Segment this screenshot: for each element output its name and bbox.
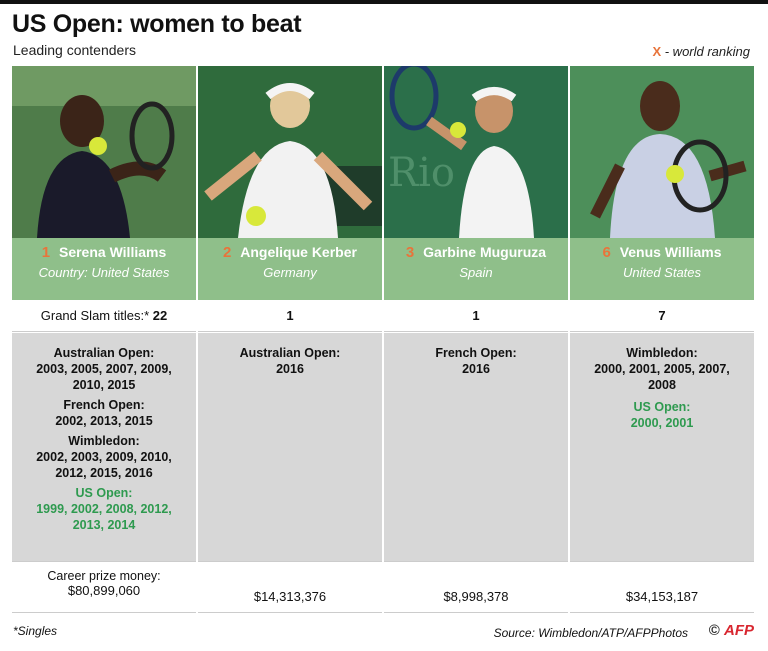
player-name: Angelique Kerber <box>240 244 357 260</box>
event-name: French Open: <box>63 398 145 412</box>
title-group: Australian Open: 2003, 2005, 2007, 2009,… <box>12 345 196 393</box>
slam-titles-row: 7 <box>570 300 754 332</box>
event-years: 2016 <box>462 362 490 376</box>
rank-number: 6 <box>602 244 611 261</box>
player-photo <box>570 66 754 238</box>
event-name: Wimbledon: <box>626 346 698 360</box>
event-name: US Open: <box>75 486 133 500</box>
page-title: US Open: women to beat <box>12 10 302 38</box>
prize-money-cell: $34,153,187 <box>570 561 754 613</box>
page-subtitle: Leading contenders <box>13 42 136 58</box>
player-photo <box>12 66 196 238</box>
event-name: Wimbledon: <box>68 434 140 448</box>
svg-text:Rio: Rio <box>388 150 455 196</box>
afp-logo: © AFP <box>709 622 754 639</box>
legend-text: - world ranking <box>661 44 750 59</box>
event-name: Australian Open: <box>53 346 155 360</box>
event-years: 2002, 2003, 2009, 2010, 2012, 2015, 2016 <box>36 450 172 480</box>
event-name: US Open: <box>633 400 691 414</box>
titles-detail: French Open: 2016 <box>384 333 568 561</box>
prize-money-cell: $8,998,378 <box>384 561 568 613</box>
prize-money-cell: Career prize money: $80,899,060 <box>12 561 196 613</box>
player-namebox: 3 Garbine Muguruza Spain <box>384 238 568 300</box>
title-group-us-open: US Open: 2000, 2001 <box>570 399 754 431</box>
player-name: Garbine Muguruza <box>423 244 547 260</box>
slam-titles-label: Grand Slam titles:* <box>40 308 150 323</box>
player-photo: Rio <box>384 66 568 238</box>
prize-amount: $8,998,378 <box>443 589 509 604</box>
rank-number: 3 <box>405 244 415 261</box>
player-country: Germany <box>263 265 317 280</box>
player-name: Serena Williams <box>58 244 167 260</box>
title-group-us-open: US Open: 1999, 2002, 2008, 2012, 2013, 2… <box>12 485 196 533</box>
slam-titles-count: 7 <box>658 308 666 323</box>
top-rule <box>0 0 768 4</box>
source-credit: Source: Wimbledon/ATP/AFPPhotos <box>493 626 688 640</box>
footnote: *Singles <box>13 624 58 638</box>
rank-number: 2 <box>223 244 232 261</box>
slam-titles-row: 1 <box>198 300 382 332</box>
prize-amount: $34,153,187 <box>625 589 699 604</box>
title-group: Wimbledon: 2000, 2001, 2005, 2007, 2008 <box>570 345 754 393</box>
titles-detail: Wimbledon: 2000, 2001, 2005, 2007, 2008 … <box>570 333 754 561</box>
slam-titles-row: 1 <box>384 300 568 332</box>
event-name: Australian Open: <box>239 346 341 360</box>
prize-money-cell: $14,313,376 <box>198 561 382 613</box>
prize-amount: $80,899,060 <box>67 583 141 598</box>
player-photo <box>198 66 382 238</box>
title-group: Australian Open: 2016 <box>198 345 382 377</box>
title-group: French Open: 2002, 2013, 2015 <box>12 397 196 429</box>
player-namebox: 2 Angelique Kerber Germany <box>198 238 382 300</box>
player-namebox: 6 Venus Williams United States <box>570 238 754 300</box>
player-name: Venus Williams <box>619 244 722 260</box>
event-name: French Open: <box>435 346 517 360</box>
title-group: French Open: 2016 <box>384 345 568 377</box>
legend-symbol: X <box>652 44 662 59</box>
rank-number: 1 <box>41 244 51 261</box>
titles-detail: Australian Open: 2003, 2005, 2007, 2009,… <box>12 333 196 561</box>
slam-titles-count: 1 <box>286 308 294 323</box>
event-years: 2016 <box>276 362 304 376</box>
event-years: 2003, 2005, 2007, 2009, 2010, 2015 <box>36 362 172 392</box>
event-years: 2000, 2001, 2005, 2007, 2008 <box>594 362 730 392</box>
afp-logo-text: AFP <box>724 622 754 639</box>
copyright-symbol: © <box>708 622 720 639</box>
event-years: 2002, 2013, 2015 <box>55 414 153 428</box>
title-group: Wimbledon: 2002, 2003, 2009, 2010, 2012,… <box>12 433 196 481</box>
player-country: Country: United States <box>38 265 170 280</box>
player-country: United States <box>622 265 702 280</box>
event-years: 1999, 2002, 2008, 2012, 2013, 2014 <box>36 502 172 532</box>
slam-titles-count: 1 <box>472 308 480 323</box>
prize-amount: $14,313,376 <box>253 589 327 604</box>
titles-detail: Australian Open: 2016 <box>198 333 382 561</box>
ranking-legend: X - world ranking <box>652 44 750 59</box>
slam-titles-row: Grand Slam titles:* 22 <box>12 300 196 332</box>
event-years: 2000, 2001 <box>630 416 694 430</box>
slam-titles-count: 22 <box>152 308 168 323</box>
player-namebox: 1 Serena Williams Country: United States <box>12 238 196 300</box>
player-country: Spain <box>459 265 493 280</box>
prize-label: Career prize money: <box>47 569 161 583</box>
